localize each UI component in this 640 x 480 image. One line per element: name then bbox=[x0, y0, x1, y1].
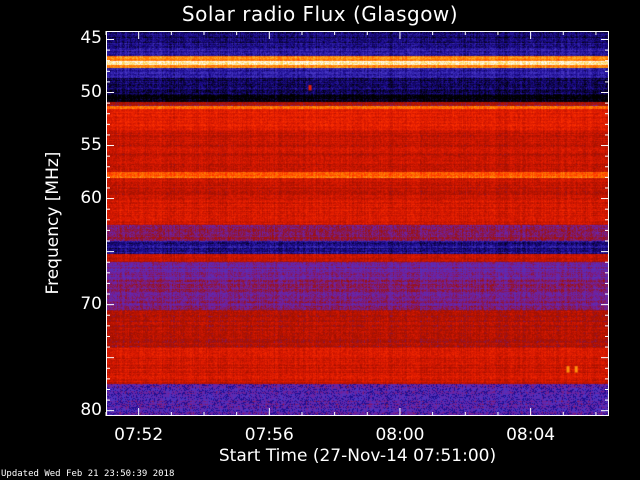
y-axis-label: Frequency [MHz] bbox=[43, 151, 63, 295]
x-axis-label: Start Time (27-Nov-14 07:51:00) bbox=[218, 446, 497, 466]
y-tick-label: 50 bbox=[80, 81, 102, 102]
x-tick-label: 08:00 bbox=[375, 425, 425, 445]
chart-title: Solar radio Flux (Glasgow) bbox=[181, 2, 459, 26]
y-tick-label: 45 bbox=[80, 28, 102, 49]
x-tick-label: 08:04 bbox=[506, 425, 556, 445]
spectrogram-heatmap bbox=[106, 31, 609, 416]
y-tick-label: 55 bbox=[80, 134, 102, 155]
y-tick-label: 70 bbox=[80, 293, 102, 314]
updated-timestamp: Updated Wed Feb 21 23:50:39 2018 bbox=[1, 469, 175, 479]
y-tick-label: 80 bbox=[80, 399, 102, 420]
x-tick-label: 07:52 bbox=[114, 425, 164, 445]
x-tick-label: 07:56 bbox=[244, 425, 294, 445]
spectrogram-plot-area bbox=[106, 31, 609, 416]
y-tick-label: 60 bbox=[80, 187, 102, 208]
